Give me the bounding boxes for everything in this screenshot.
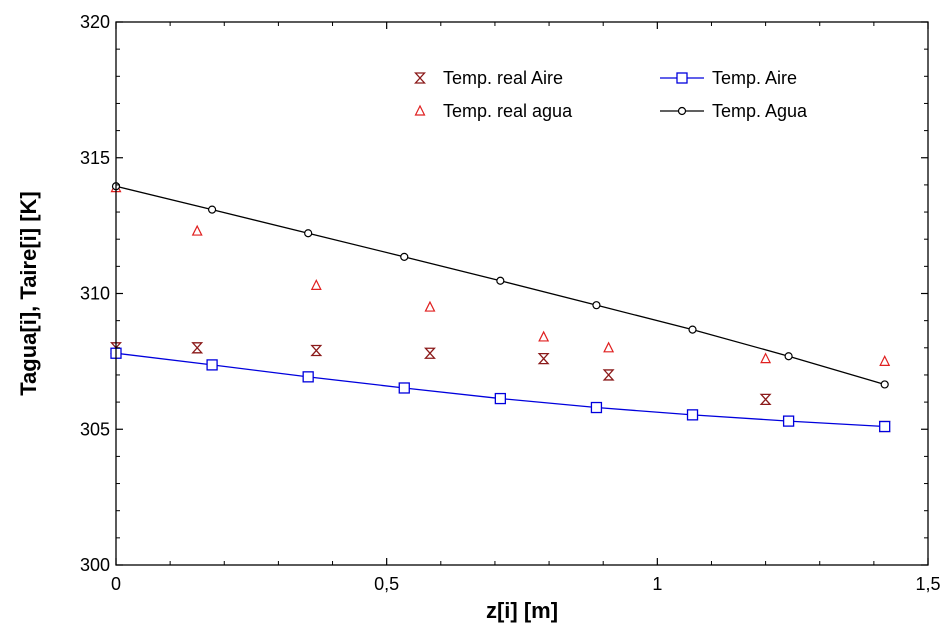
legend-label: Temp. Agua (712, 101, 808, 121)
y-tick-label: 300 (80, 555, 110, 575)
data-point-temp-agua (400, 252, 409, 261)
legend-marker (676, 72, 688, 84)
data-point-temp-agua (784, 352, 793, 361)
legend: Temp. real Aire Temp. real agua Temp. Aire… (414, 68, 808, 121)
x-tick-label: 1,5 (915, 574, 940, 594)
legend-item-temp-real-agua: Temp. real agua (414, 101, 573, 121)
data-point-temp-real-agua (310, 279, 322, 290)
data-point-temp-agua (592, 301, 601, 310)
data-point-temp-aire (302, 371, 314, 383)
data-point-temp-aire (879, 420, 891, 433)
data-point-temp-aire (494, 392, 506, 405)
legend-marker (677, 106, 687, 116)
series-temp-real-aire (110, 342, 891, 433)
data-point-temp-real-agua (879, 355, 891, 366)
legend-item-temp-real-aire: Temp. real Aire (414, 68, 563, 88)
y-axis-title: Tagua[i], Taire[i] [K] (16, 191, 41, 396)
legend-label: Temp. real Aire (443, 68, 563, 88)
data-point-temp-real-agua (603, 341, 615, 353)
data-point-temp-real-aire (759, 393, 772, 406)
data-point-temp-aire (782, 415, 795, 427)
data-point-temp-aire (206, 359, 218, 371)
y-tick-label: 310 (80, 284, 110, 304)
series-line-temp-aire (115, 352, 885, 428)
series-temp-real-agua (110, 181, 891, 366)
data-point-temp-real-agua (424, 300, 436, 312)
series-temp-aire (110, 347, 891, 433)
legend-label: Temp. Aire (712, 68, 797, 88)
data-point-temp-real-agua (191, 224, 203, 236)
y-tick-label: 315 (80, 148, 110, 168)
x-tick-label: 0,5 (374, 574, 399, 594)
data-point-temp-aire (398, 382, 410, 394)
plot-area-frame (115, 21, 929, 566)
data-point-temp-real-aire (424, 347, 436, 359)
legend-label: Temp. real agua (443, 101, 573, 121)
data-point-temp-agua (207, 205, 217, 214)
y-tick-label: 320 (80, 12, 110, 32)
x-tick-label: 0 (111, 574, 121, 594)
data-point-temp-real-aire (191, 342, 204, 354)
data-point-temp-agua (496, 276, 505, 285)
legend-marker (414, 104, 426, 116)
series-line-temp-agua (115, 185, 885, 386)
data-point-temp-agua (304, 229, 313, 238)
legend-item-temp-aire: Temp. Aire (660, 68, 797, 88)
data-point-temp-real-aire (310, 344, 323, 357)
legend-marker (414, 72, 426, 84)
data-point-temp-aire (686, 409, 699, 421)
data-point-temp-agua (880, 380, 889, 389)
data-point-temp-agua (688, 325, 697, 334)
x-tick-label: 1 (652, 574, 662, 594)
data-point-temp-real-agua (760, 352, 772, 364)
y-tick-label: 305 (80, 419, 110, 439)
legend-item-temp-agua: Temp. Agua (660, 101, 808, 121)
series-temp-agua (111, 182, 889, 389)
data-point-temp-real-agua (538, 330, 550, 342)
data-point-temp-aire (590, 401, 603, 414)
data-point-temp-real-aire (537, 353, 550, 365)
data-point-temp-real-aire (602, 369, 615, 381)
x-axis-title: z[i] [m] (486, 598, 558, 623)
